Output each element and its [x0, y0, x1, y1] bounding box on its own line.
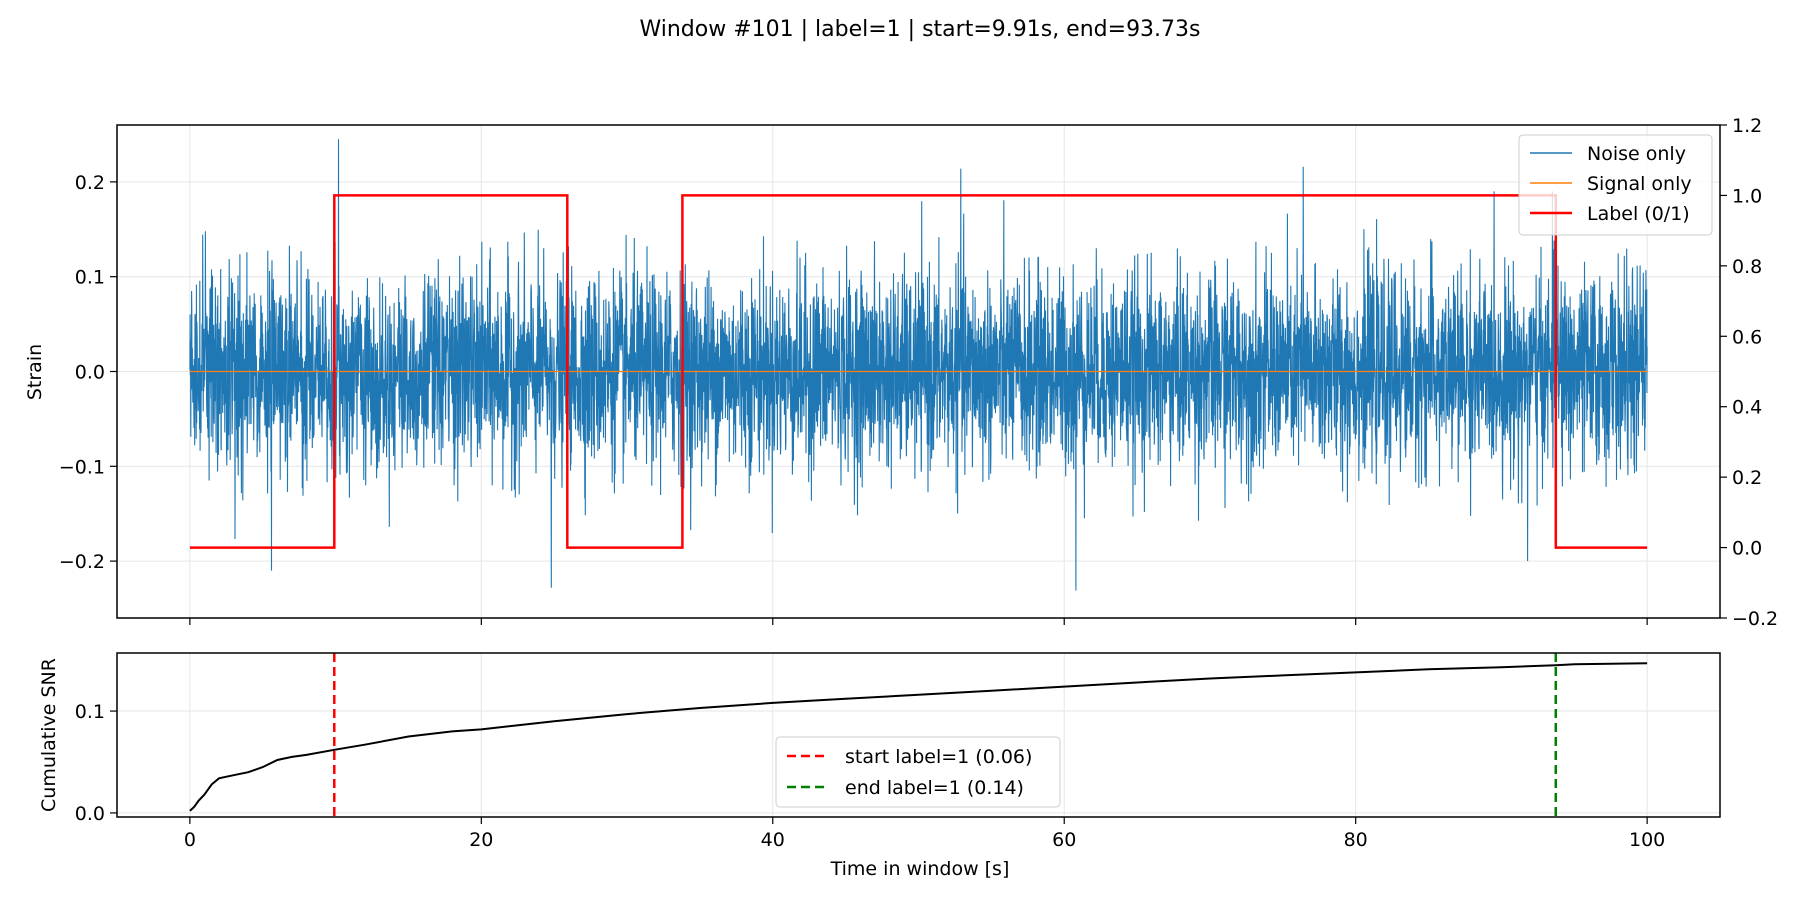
bottom-y-tick-label: 0.1 [75, 701, 105, 723]
bottom-x-tick-label: 0 [184, 829, 196, 851]
top-y-tick-label: −0.1 [59, 456, 105, 478]
legend-label-noise: Noise only [1587, 143, 1686, 165]
bottom-x-axis-label: Time in window [s] [830, 858, 1010, 880]
bottom-plot-area [189, 653, 1648, 817]
top-y-axis-label: Strain [24, 344, 46, 400]
top-secondary-y-tick-label: 0.4 [1732, 397, 1762, 419]
bottom-x-ticks: 0 20 40 60 80 100 [184, 817, 1665, 851]
top-legend: Noise only Signal only Label (0/1) [1518, 134, 1713, 236]
top-secondary-y-tick-label: 0.8 [1732, 256, 1762, 278]
bottom-x-tick-label: 100 [1629, 829, 1665, 851]
top-y-ticks: −0.2 −0.1 0.0 0.1 0.2 [59, 172, 117, 573]
bottom-y-ticks: 0.0 0.1 [75, 701, 117, 825]
top-secondary-y-tick-label: 1.0 [1732, 185, 1762, 207]
top-secondary-y-tick-label: 0.2 [1732, 467, 1762, 489]
top-y-tick-label: −0.2 [59, 551, 105, 573]
top-secondary-y-tick-label: 1.2 [1732, 115, 1762, 137]
bottom-x-tick-label: 40 [761, 829, 785, 851]
top-secondary-y-tick-label: 0.6 [1732, 326, 1762, 348]
top-y-tick-label: 0.1 [75, 267, 105, 289]
top-legend-box [1518, 134, 1713, 236]
top-secondary-y-tick-label: −0.2 [1732, 608, 1778, 630]
legend-label-label: Label (0/1) [1587, 203, 1690, 225]
top-panel: −0.2 −0.1 0.0 0.1 0.2 −0.2 0.0 0.2 0.4 0.6 0.8 1.0… [24, 115, 1778, 630]
bottom-panel: 0.0 0.1 0 20 40 60 80 100 Cumulative SNR Time … [38, 652, 1721, 880]
top-y-tick-label: 0.2 [75, 172, 105, 194]
bottom-legend-box [775, 736, 1061, 808]
bottom-axes-frame [116, 652, 1721, 818]
legend-label-start: start label=1 (0.06) [845, 746, 1032, 768]
cumulative-snr-line [189, 662, 1648, 812]
bottom-y-axis-label: Cumulative SNR [38, 658, 60, 812]
top-y-tick-label: 0.0 [75, 362, 105, 384]
bottom-x-tick-label: 20 [469, 829, 493, 851]
figure-title: Window #101 | label=1 | start=9.91s, end… [639, 17, 1200, 42]
legend-label-signal: Signal only [1587, 173, 1692, 195]
top-plot-area [189, 139, 1648, 591]
top-x-ticks [189, 618, 1648, 625]
bottom-legend: start label=1 (0.06) end label=1 (0.14) [775, 736, 1061, 808]
top-secondary-y-ticks: −0.2 0.0 0.2 0.4 0.6 0.8 1.0 1.2 [1720, 115, 1778, 630]
legend-label-end: end label=1 (0.14) [845, 777, 1024, 799]
bottom-x-tick-label: 60 [1052, 829, 1076, 851]
top-secondary-y-tick-label: 0.0 [1732, 538, 1762, 560]
noise-only-trace [189, 139, 1648, 591]
bottom-y-tick-label: 0.0 [75, 803, 105, 825]
bottom-grid [117, 653, 1720, 817]
label-step-line [189, 194, 1648, 549]
bottom-x-tick-label: 80 [1344, 829, 1368, 851]
